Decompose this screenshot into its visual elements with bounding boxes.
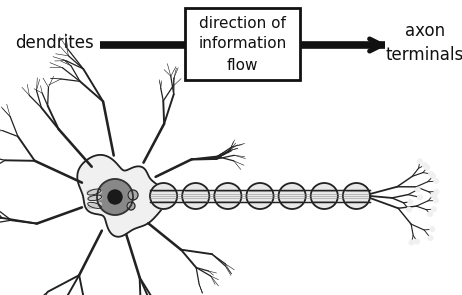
Circle shape <box>434 178 439 183</box>
Ellipse shape <box>150 183 177 209</box>
Circle shape <box>434 189 439 194</box>
Circle shape <box>431 174 436 179</box>
FancyBboxPatch shape <box>185 8 300 80</box>
Circle shape <box>433 198 438 203</box>
Circle shape <box>127 202 135 210</box>
Circle shape <box>432 194 437 199</box>
Ellipse shape <box>87 189 101 194</box>
Circle shape <box>428 235 433 240</box>
Ellipse shape <box>88 202 101 208</box>
Ellipse shape <box>311 183 338 209</box>
Circle shape <box>431 193 436 198</box>
Circle shape <box>422 163 427 168</box>
Circle shape <box>429 171 434 176</box>
Ellipse shape <box>214 183 242 209</box>
Polygon shape <box>77 155 166 237</box>
Circle shape <box>409 240 414 245</box>
Circle shape <box>430 227 435 232</box>
Polygon shape <box>150 190 370 202</box>
Ellipse shape <box>88 195 102 200</box>
Ellipse shape <box>182 183 209 209</box>
Circle shape <box>414 239 419 244</box>
Circle shape <box>407 207 412 212</box>
Text: direction of
information
flow: direction of information flow <box>198 16 286 73</box>
Circle shape <box>97 179 133 215</box>
Circle shape <box>417 195 422 200</box>
Circle shape <box>425 165 430 170</box>
Ellipse shape <box>246 183 274 209</box>
Circle shape <box>428 212 433 217</box>
Circle shape <box>408 199 413 204</box>
Text: dendrites: dendrites <box>16 34 94 52</box>
Ellipse shape <box>279 183 306 209</box>
Circle shape <box>415 187 420 192</box>
Circle shape <box>108 190 122 204</box>
Ellipse shape <box>343 183 370 209</box>
Circle shape <box>432 207 436 212</box>
Circle shape <box>417 159 422 164</box>
Circle shape <box>128 190 138 200</box>
Text: axon
terminals: axon terminals <box>386 22 462 64</box>
